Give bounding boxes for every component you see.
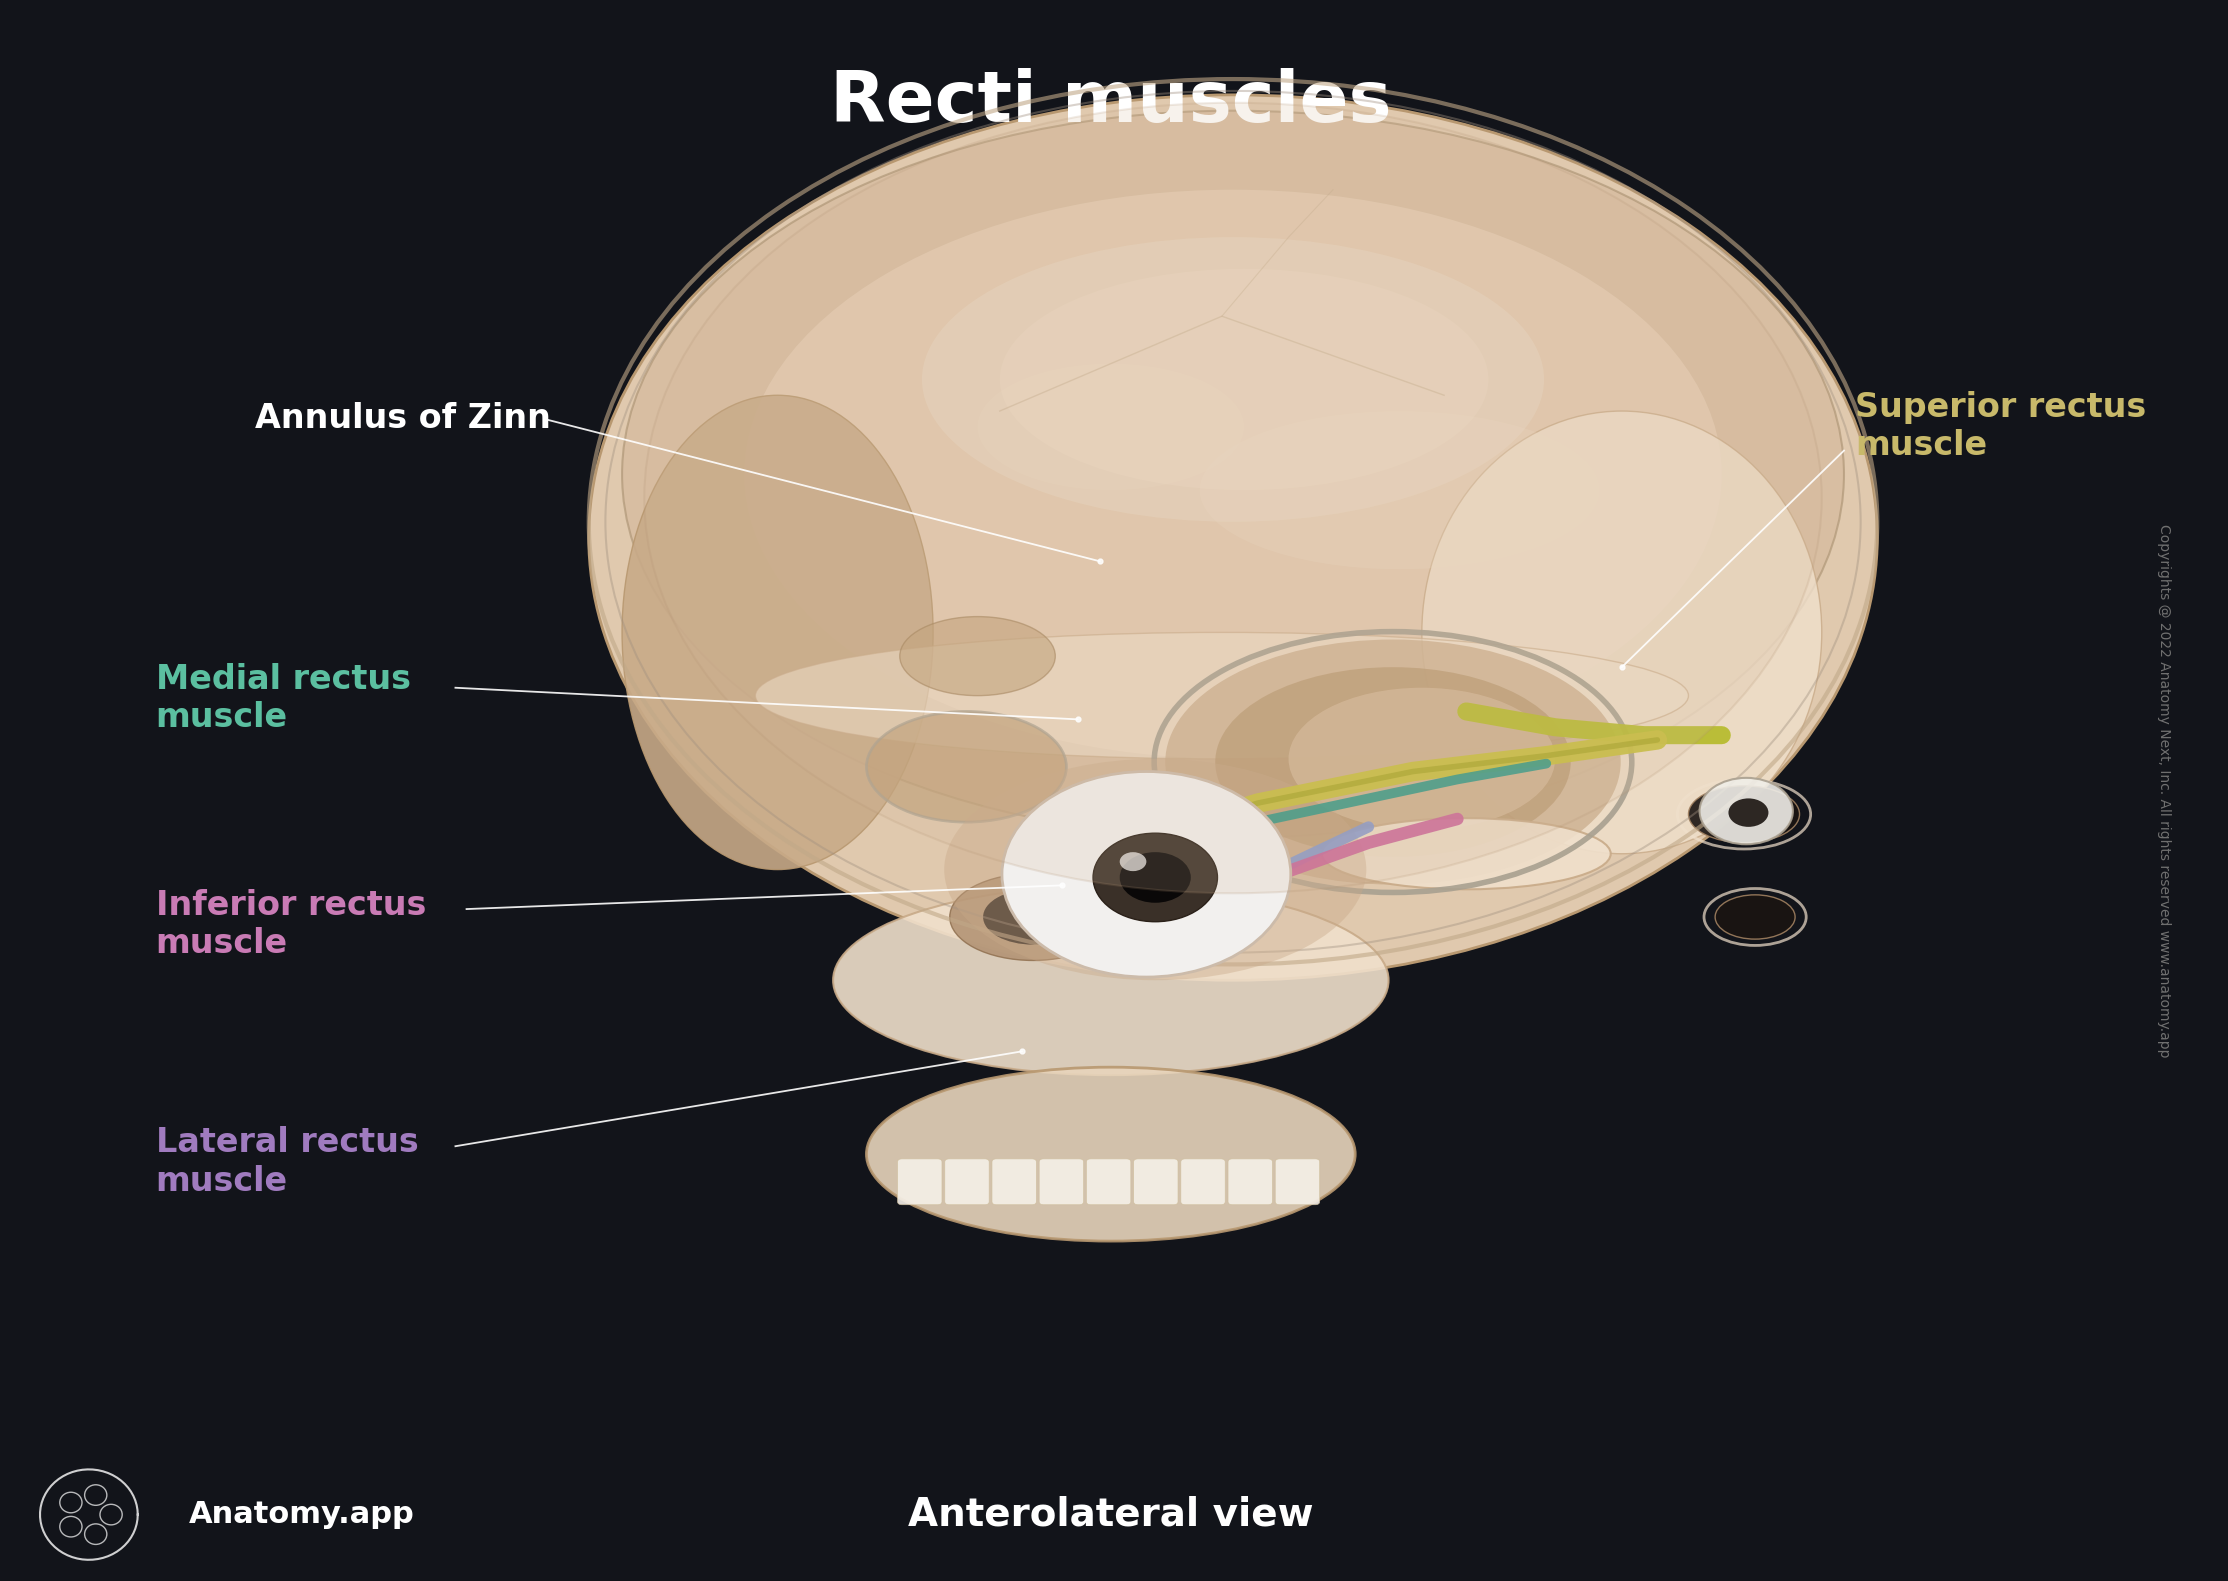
Circle shape (1121, 852, 1190, 903)
Ellipse shape (833, 885, 1388, 1075)
Text: Recti muscles: Recti muscles (831, 68, 1392, 138)
Ellipse shape (867, 1067, 1355, 1241)
Ellipse shape (978, 364, 1243, 490)
FancyBboxPatch shape (1038, 1159, 1083, 1205)
Ellipse shape (900, 617, 1056, 696)
Ellipse shape (622, 111, 1845, 838)
Ellipse shape (1199, 411, 1600, 569)
Ellipse shape (983, 889, 1083, 945)
Circle shape (1094, 833, 1216, 922)
FancyBboxPatch shape (1274, 1159, 1319, 1205)
Text: Copyrights @ 2022 Anatomy Next, Inc. All rights reserved www.anatomy.app: Copyrights @ 2022 Anatomy Next, Inc. All… (2157, 523, 2170, 1058)
Ellipse shape (588, 95, 1878, 980)
FancyBboxPatch shape (1228, 1159, 1272, 1205)
FancyBboxPatch shape (1087, 1159, 1132, 1205)
Ellipse shape (922, 237, 1544, 522)
Text: Anatomy.app: Anatomy.app (189, 1500, 414, 1529)
Ellipse shape (949, 873, 1116, 960)
FancyBboxPatch shape (898, 1159, 942, 1205)
Ellipse shape (1288, 688, 1555, 830)
Text: Anterolateral view: Anterolateral view (909, 1496, 1315, 1534)
Circle shape (1003, 772, 1290, 977)
Text: Inferior rectus
muscle: Inferior rectus muscle (156, 889, 426, 961)
Ellipse shape (1000, 269, 1488, 490)
FancyBboxPatch shape (945, 1159, 989, 1205)
FancyBboxPatch shape (1181, 1159, 1225, 1205)
Ellipse shape (945, 759, 1366, 980)
Ellipse shape (1689, 786, 1800, 843)
Ellipse shape (622, 395, 934, 870)
Ellipse shape (1321, 819, 1611, 889)
FancyBboxPatch shape (991, 1159, 1036, 1205)
Ellipse shape (755, 632, 1689, 759)
Ellipse shape (1214, 667, 1571, 857)
Ellipse shape (1421, 411, 1823, 854)
Ellipse shape (1716, 895, 1796, 939)
Text: Medial rectus
muscle: Medial rectus muscle (156, 662, 410, 735)
Circle shape (1700, 778, 1794, 844)
Ellipse shape (1165, 639, 1620, 885)
Circle shape (1729, 798, 1769, 827)
FancyBboxPatch shape (1134, 1159, 1179, 1205)
Text: Lateral rectus
muscle: Lateral rectus muscle (156, 1126, 419, 1198)
Circle shape (1121, 852, 1147, 871)
Ellipse shape (867, 711, 1067, 822)
Text: Annulus of Zinn: Annulus of Zinn (256, 403, 550, 435)
Ellipse shape (744, 190, 1722, 759)
Text: Superior rectus
muscle: Superior rectus muscle (1856, 391, 2146, 463)
Ellipse shape (644, 103, 1823, 893)
